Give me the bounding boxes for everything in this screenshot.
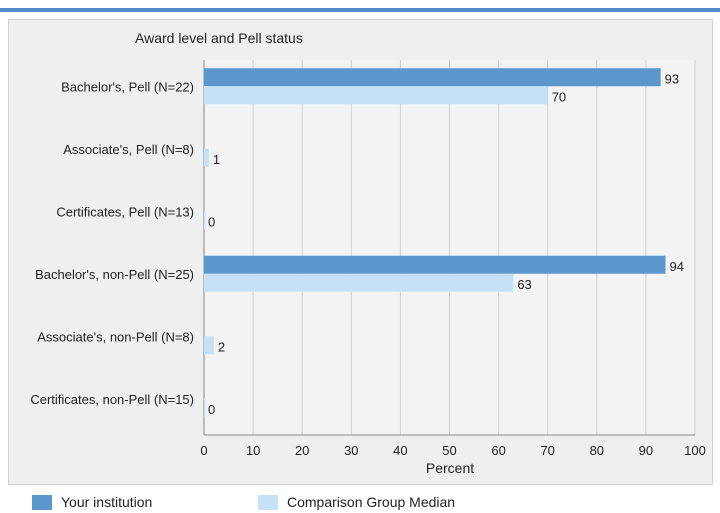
legend-swatch-institution — [32, 495, 52, 510]
gridlines — [203, 60, 696, 436]
value-label: 0 — [208, 214, 215, 229]
x-tick-label: 30 — [344, 443, 358, 458]
bar-comparison — [204, 211, 206, 230]
header-accent-rule — [0, 8, 720, 12]
value-label: 0 — [208, 402, 215, 417]
x-tick-label: 20 — [295, 443, 309, 458]
value-label: 1 — [213, 152, 220, 167]
value-label: 2 — [218, 339, 225, 354]
legend-swatch-comparison — [258, 495, 278, 510]
category-label: Associate's, Pell (N=8) — [63, 142, 194, 157]
value-label: 63 — [517, 277, 531, 292]
category-label: Bachelor's, Pell (N=22) — [61, 79, 194, 94]
bar-comparison — [204, 86, 548, 105]
legend-label-institution: Your institution — [61, 494, 153, 510]
category-label: Bachelor's, non-Pell (N=25) — [35, 267, 194, 282]
value-label: 70 — [552, 89, 566, 104]
bar-comparison — [204, 398, 206, 417]
x-tick-label: 50 — [442, 443, 456, 458]
x-axis-title: Percent — [426, 460, 474, 476]
bar-institution — [204, 68, 661, 87]
x-tick-label: 60 — [491, 443, 505, 458]
x-tick-label: 70 — [540, 443, 554, 458]
x-tick-label: 90 — [639, 443, 653, 458]
bar-comparison — [204, 273, 514, 292]
bar-institution — [204, 255, 666, 274]
x-tick-label: 10 — [246, 443, 260, 458]
x-tick-label: 0 — [200, 443, 207, 458]
x-tick-label: 40 — [393, 443, 407, 458]
category-label: Associate's, non-Pell (N=8) — [37, 329, 194, 344]
x-tick-label: 80 — [590, 443, 604, 458]
bars — [204, 68, 666, 417]
legend-label-comparison: Comparison Group Median — [287, 494, 456, 510]
category-label: Certificates, non-Pell (N=15) — [30, 392, 194, 407]
bar-comparison — [204, 148, 209, 167]
value-label: 93 — [665, 71, 679, 86]
category-label: Certificates, Pell (N=13) — [56, 204, 194, 219]
bar-comparison — [204, 336, 214, 355]
chart-title: Award level and Pell status — [135, 30, 303, 46]
value-label: 94 — [670, 259, 684, 274]
x-tick-label: 100 — [684, 443, 706, 458]
